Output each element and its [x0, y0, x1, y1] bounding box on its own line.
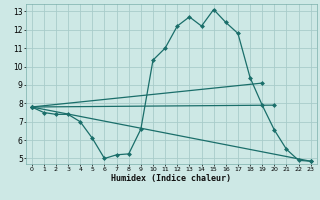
X-axis label: Humidex (Indice chaleur): Humidex (Indice chaleur) [111, 174, 231, 183]
